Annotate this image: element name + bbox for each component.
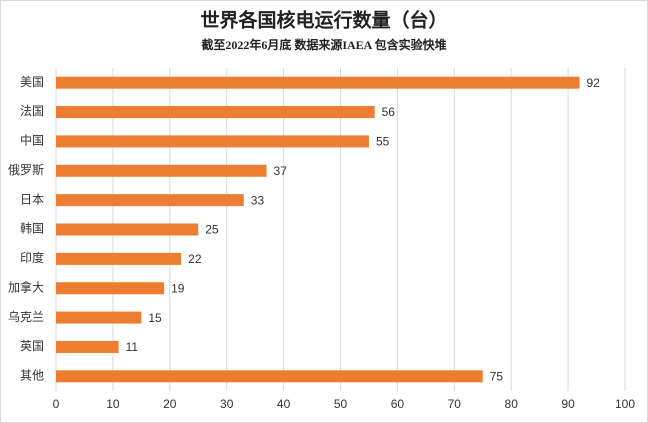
bar xyxy=(56,76,580,89)
data-label: 92 xyxy=(586,76,600,90)
bar xyxy=(56,223,199,236)
bar xyxy=(56,194,244,207)
y-tick-label: 其他 xyxy=(20,368,44,382)
x-tick-label: 10 xyxy=(106,397,120,411)
data-label: 33 xyxy=(251,193,265,207)
data-label: 11 xyxy=(126,340,139,354)
x-tick-label: 100 xyxy=(615,397,635,411)
data-label: 56 xyxy=(382,105,396,119)
bar xyxy=(56,106,375,119)
chart-title: 世界各国核电运行数量（台） xyxy=(200,8,447,31)
y-tick-label: 印度 xyxy=(20,250,44,265)
y-tick-label: 日本 xyxy=(20,192,44,206)
bar xyxy=(56,164,267,177)
data-label: 19 xyxy=(171,281,185,295)
data-label: 25 xyxy=(205,223,219,237)
chart-subtitle: 截至2022年6月底 数据来源IAEA 包含实验快堆 xyxy=(201,37,446,52)
y-tick-label: 乌克兰 xyxy=(8,309,44,324)
x-tick-label: 40 xyxy=(277,397,291,411)
bar xyxy=(56,370,483,383)
data-label: 15 xyxy=(148,311,162,325)
y-tick-label: 美国 xyxy=(20,75,44,89)
y-tick-label: 中国 xyxy=(20,133,44,148)
y-tick-label: 加拿大 xyxy=(8,279,44,294)
x-tick-label: 20 xyxy=(163,397,177,411)
y-tick-label: 法国 xyxy=(20,104,44,118)
bar xyxy=(56,252,182,265)
bar xyxy=(56,340,119,353)
x-tick-label: 30 xyxy=(220,397,234,411)
bar xyxy=(56,135,369,148)
x-tick-label: 90 xyxy=(561,397,575,411)
data-label: 55 xyxy=(376,135,390,149)
x-tick-label: 0 xyxy=(53,397,60,411)
x-tick-label: 60 xyxy=(391,397,405,411)
data-label: 22 xyxy=(188,252,202,266)
bar xyxy=(56,311,142,324)
y-tick-label: 俄罗斯 xyxy=(8,163,44,177)
x-tick-label: 70 xyxy=(448,397,462,411)
y-tick-label: 韩国 xyxy=(20,221,44,236)
y-tick-label: 英国 xyxy=(20,339,44,353)
x-tick-label: 50 xyxy=(334,397,348,411)
bar xyxy=(56,282,165,295)
data-label: 75 xyxy=(490,369,504,383)
x-tick-label: 80 xyxy=(505,397,519,411)
data-label: 37 xyxy=(274,164,288,178)
